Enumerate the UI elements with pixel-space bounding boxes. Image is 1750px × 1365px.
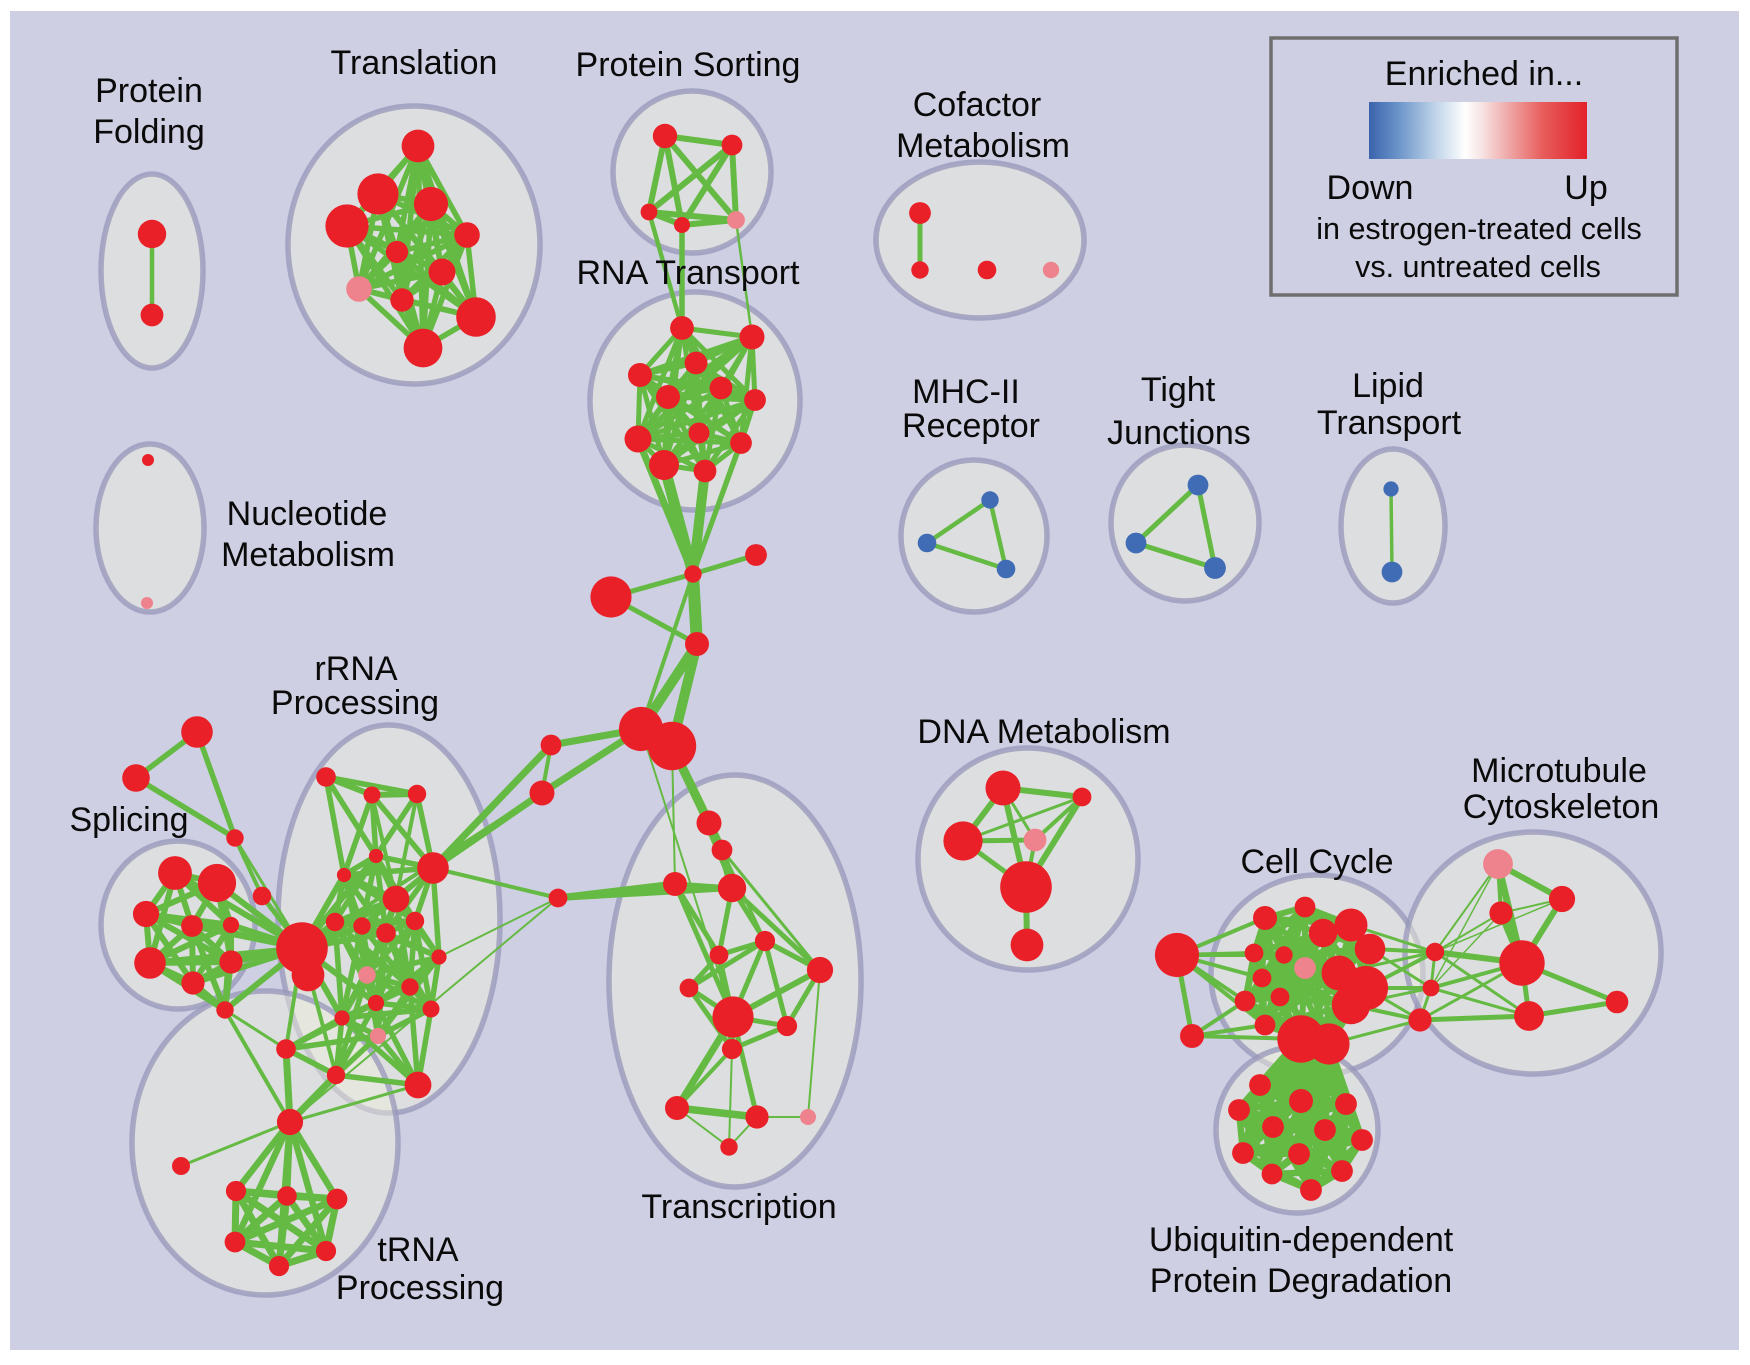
svg-text:Tight: Tight bbox=[1141, 371, 1216, 409]
svg-text:Cell Cycle: Cell Cycle bbox=[1240, 843, 1393, 881]
svg-text:Translation: Translation bbox=[331, 44, 498, 82]
svg-text:Metabolism: Metabolism bbox=[221, 536, 395, 574]
svg-text:vs. untreated cells: vs. untreated cells bbox=[1355, 250, 1601, 284]
svg-text:rRNA: rRNA bbox=[314, 650, 397, 688]
svg-text:DNA Metabolism: DNA Metabolism bbox=[917, 713, 1170, 751]
svg-text:Protein Degradation: Protein Degradation bbox=[1150, 1262, 1452, 1300]
svg-text:Up: Up bbox=[1564, 169, 1607, 207]
svg-text:Metabolism: Metabolism bbox=[896, 127, 1070, 165]
svg-text:RNA Transport: RNA Transport bbox=[577, 254, 801, 292]
svg-text:Microtubule: Microtubule bbox=[1471, 752, 1647, 790]
svg-text:Protein Sorting: Protein Sorting bbox=[576, 46, 801, 84]
svg-text:Cofactor: Cofactor bbox=[913, 86, 1042, 124]
svg-text:Down: Down bbox=[1327, 169, 1414, 207]
svg-text:Lipid: Lipid bbox=[1352, 367, 1424, 405]
svg-text:Folding: Folding bbox=[93, 113, 205, 151]
svg-text:Processing: Processing bbox=[271, 684, 439, 722]
svg-text:Receptor: Receptor bbox=[902, 407, 1040, 445]
svg-text:Protein: Protein bbox=[95, 72, 203, 110]
svg-text:Junctions: Junctions bbox=[1107, 414, 1251, 452]
svg-text:Enriched in...: Enriched in... bbox=[1385, 55, 1583, 93]
svg-text:tRNA: tRNA bbox=[377, 1231, 459, 1269]
svg-text:Splicing: Splicing bbox=[69, 801, 188, 839]
svg-text:in estrogen-treated cells: in estrogen-treated cells bbox=[1316, 212, 1642, 246]
svg-text:Transport: Transport bbox=[1317, 404, 1462, 442]
svg-text:Nucleotide: Nucleotide bbox=[227, 495, 388, 533]
svg-text:Ubiquitin-dependent: Ubiquitin-dependent bbox=[1149, 1221, 1454, 1259]
svg-text:Processing: Processing bbox=[336, 1269, 504, 1307]
svg-text:Transcription: Transcription bbox=[641, 1188, 836, 1226]
svg-text:MHC-II: MHC-II bbox=[912, 373, 1020, 411]
svg-text:Cytoskeleton: Cytoskeleton bbox=[1463, 788, 1660, 826]
